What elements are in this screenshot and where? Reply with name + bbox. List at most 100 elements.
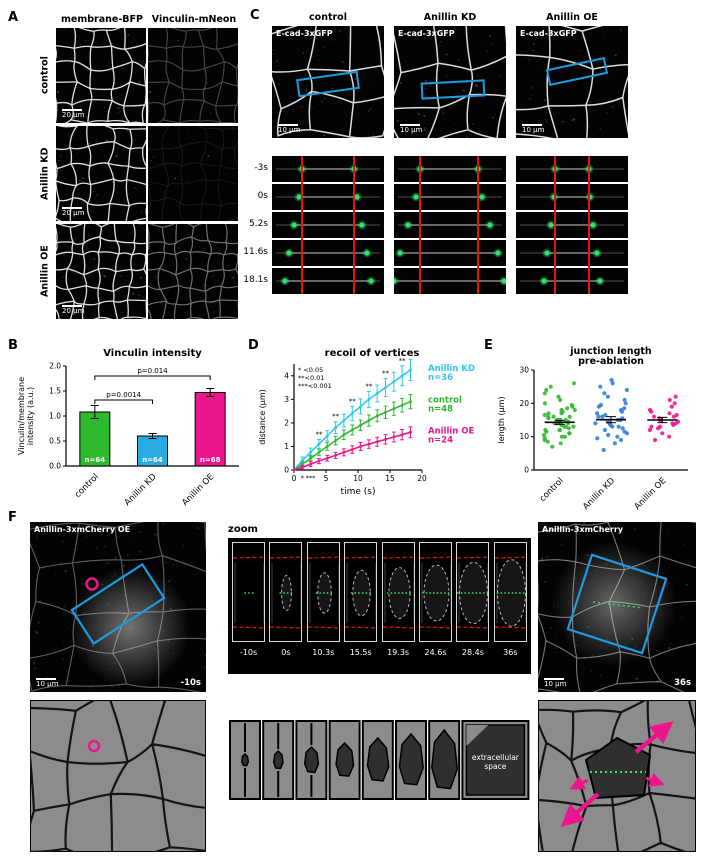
ablation-reference-line bbox=[301, 156, 303, 294]
svg-text:10: 10 bbox=[519, 432, 529, 441]
data-point bbox=[606, 432, 611, 438]
bright-signal-blob bbox=[70, 567, 190, 687]
reference-dashed-line bbox=[307, 626, 339, 629]
panelC-header-control: control bbox=[309, 12, 347, 23]
data-point bbox=[542, 401, 548, 406]
ablation-reference-line bbox=[353, 156, 355, 294]
vertex-dot bbox=[541, 278, 547, 284]
reference-dashed-line bbox=[233, 626, 264, 629]
zoom-frame bbox=[306, 542, 340, 642]
x-category-label: Anillin OE bbox=[180, 472, 216, 508]
data-point bbox=[593, 421, 598, 426]
opening-stage-panel bbox=[262, 720, 295, 800]
zoom-time-label: 15.5s bbox=[349, 648, 372, 657]
vertex-dot bbox=[291, 222, 297, 228]
roi-rectangle bbox=[70, 562, 166, 646]
timelapse-frame bbox=[272, 212, 384, 238]
reference-dashed-line bbox=[345, 556, 377, 559]
svg-text:***<0.001: ***<0.001 bbox=[298, 382, 332, 390]
reference-dashed-line bbox=[457, 626, 489, 629]
scale-bar-line bbox=[522, 124, 542, 127]
opening-stage-panel bbox=[428, 720, 461, 800]
data-point bbox=[558, 441, 563, 446]
vinculin-signal bbox=[148, 126, 238, 221]
series-label: control bbox=[428, 396, 462, 406]
y-axis-label: distance (μm) bbox=[258, 389, 267, 445]
data-point bbox=[551, 414, 556, 419]
svg-text:1: 1 bbox=[284, 442, 289, 451]
ablation-reference-line bbox=[554, 156, 556, 294]
svg-text:p=0.014: p=0.014 bbox=[137, 367, 168, 375]
data-point bbox=[559, 407, 564, 413]
vertex-dot bbox=[413, 194, 419, 200]
data-point bbox=[602, 427, 607, 433]
series-anillin-kd: ** ** ** ** ** ** bbox=[292, 357, 413, 472]
data-point bbox=[598, 402, 603, 408]
svg-text:**<0.01: **<0.01 bbox=[298, 374, 324, 382]
vertex-dot bbox=[368, 278, 374, 284]
vinculin-signal bbox=[148, 28, 238, 123]
zoom-time-label: 28.4s bbox=[461, 648, 484, 657]
vinculin-signal bbox=[148, 224, 238, 319]
scale-bar: 10 μm bbox=[278, 124, 300, 135]
zoom-time-label: 19.3s bbox=[387, 648, 410, 657]
data-point bbox=[557, 427, 562, 433]
data-point bbox=[546, 414, 551, 419]
data-point bbox=[563, 424, 568, 429]
micrograph-ecad-control: E-cad-3xGFP 10 μm bbox=[272, 26, 384, 138]
ablation-timelapse-anillin-oe bbox=[516, 156, 628, 294]
svg-text:1.5: 1.5 bbox=[49, 387, 61, 396]
panelA-row-label-control: control bbox=[39, 56, 51, 95]
data-point bbox=[563, 417, 568, 423]
vertex-dot bbox=[364, 250, 370, 256]
reference-dashed-line bbox=[457, 556, 489, 559]
data-point bbox=[670, 421, 675, 426]
ablation-timelapse-anillin-kd bbox=[394, 156, 506, 294]
ablation-time-label: 18.1s bbox=[243, 275, 268, 285]
data-point bbox=[544, 387, 549, 393]
panelC-header-anillin-kd: Anillin KD bbox=[423, 12, 477, 23]
data-point bbox=[601, 447, 606, 453]
ecad-label: E-cad-3xGFP bbox=[398, 29, 455, 38]
series-anillin-oe bbox=[292, 426, 413, 472]
timelapse-frame bbox=[394, 212, 506, 238]
data-point bbox=[620, 426, 625, 431]
cell-outline-dashed bbox=[281, 574, 293, 612]
scale-bar-line bbox=[62, 109, 82, 112]
panelC-header-anillin-oe: Anillin OE bbox=[546, 12, 598, 23]
n-label: n=64 bbox=[85, 456, 106, 464]
timelapse-frame bbox=[394, 268, 506, 294]
micrograph-anillin-mcherry: Anillin-3xmCherry 10 μm 36s bbox=[538, 522, 696, 692]
svg-text:2.0: 2.0 bbox=[49, 362, 61, 371]
svg-text:5: 5 bbox=[324, 474, 329, 483]
data-point bbox=[605, 394, 610, 399]
vertex-dot bbox=[359, 222, 365, 228]
y-axis-label: Vinculin/membraneintensity (a.u.) bbox=[17, 377, 35, 455]
chart-recoil-of-vertices: 0 5 10 15 20 0 1 2 3 4 recoil of vertices time (s) d… bbox=[258, 348, 475, 497]
membrane-cells bbox=[56, 224, 146, 319]
opening-cell-shape bbox=[366, 736, 390, 782]
ablation-time-label: 11.6s bbox=[243, 247, 268, 257]
data-point bbox=[572, 407, 577, 413]
reference-dashed-line bbox=[494, 626, 526, 629]
micrograph-vinculin-anillin-oe bbox=[148, 224, 238, 319]
timelapse-frame bbox=[516, 268, 628, 294]
opening-stage-panel bbox=[295, 720, 328, 800]
significance-bracket: p=0.0014 bbox=[94, 391, 153, 404]
data-point bbox=[609, 377, 614, 383]
ablation-time-label: -3s bbox=[254, 163, 268, 173]
timelapse-frame bbox=[394, 240, 506, 266]
vertex-dot bbox=[548, 222, 554, 228]
data-point bbox=[546, 411, 551, 416]
scale-bar-label: 10 μm bbox=[400, 126, 423, 135]
reference-dashed-line bbox=[233, 556, 264, 559]
panelA-row-label-anillin-kd: Anillin KD bbox=[39, 147, 51, 200]
micrograph-membrane-anillin-oe: 20 μm bbox=[56, 224, 146, 319]
data-point bbox=[543, 427, 548, 433]
zoom-timelapse-strip: -10s 0s 10.3s 15.5s 19.3s 24.6s 28.4s 36s bbox=[228, 538, 531, 674]
bars-group: n=64 n=64 n=68 bbox=[79, 388, 226, 467]
micrograph-ecad-anillin-oe: E-cad-3xGFP 10 μm bbox=[516, 26, 628, 138]
data-point bbox=[622, 429, 627, 434]
opened-cell-shape bbox=[584, 736, 652, 800]
svg-text:1.0: 1.0 bbox=[49, 412, 61, 421]
